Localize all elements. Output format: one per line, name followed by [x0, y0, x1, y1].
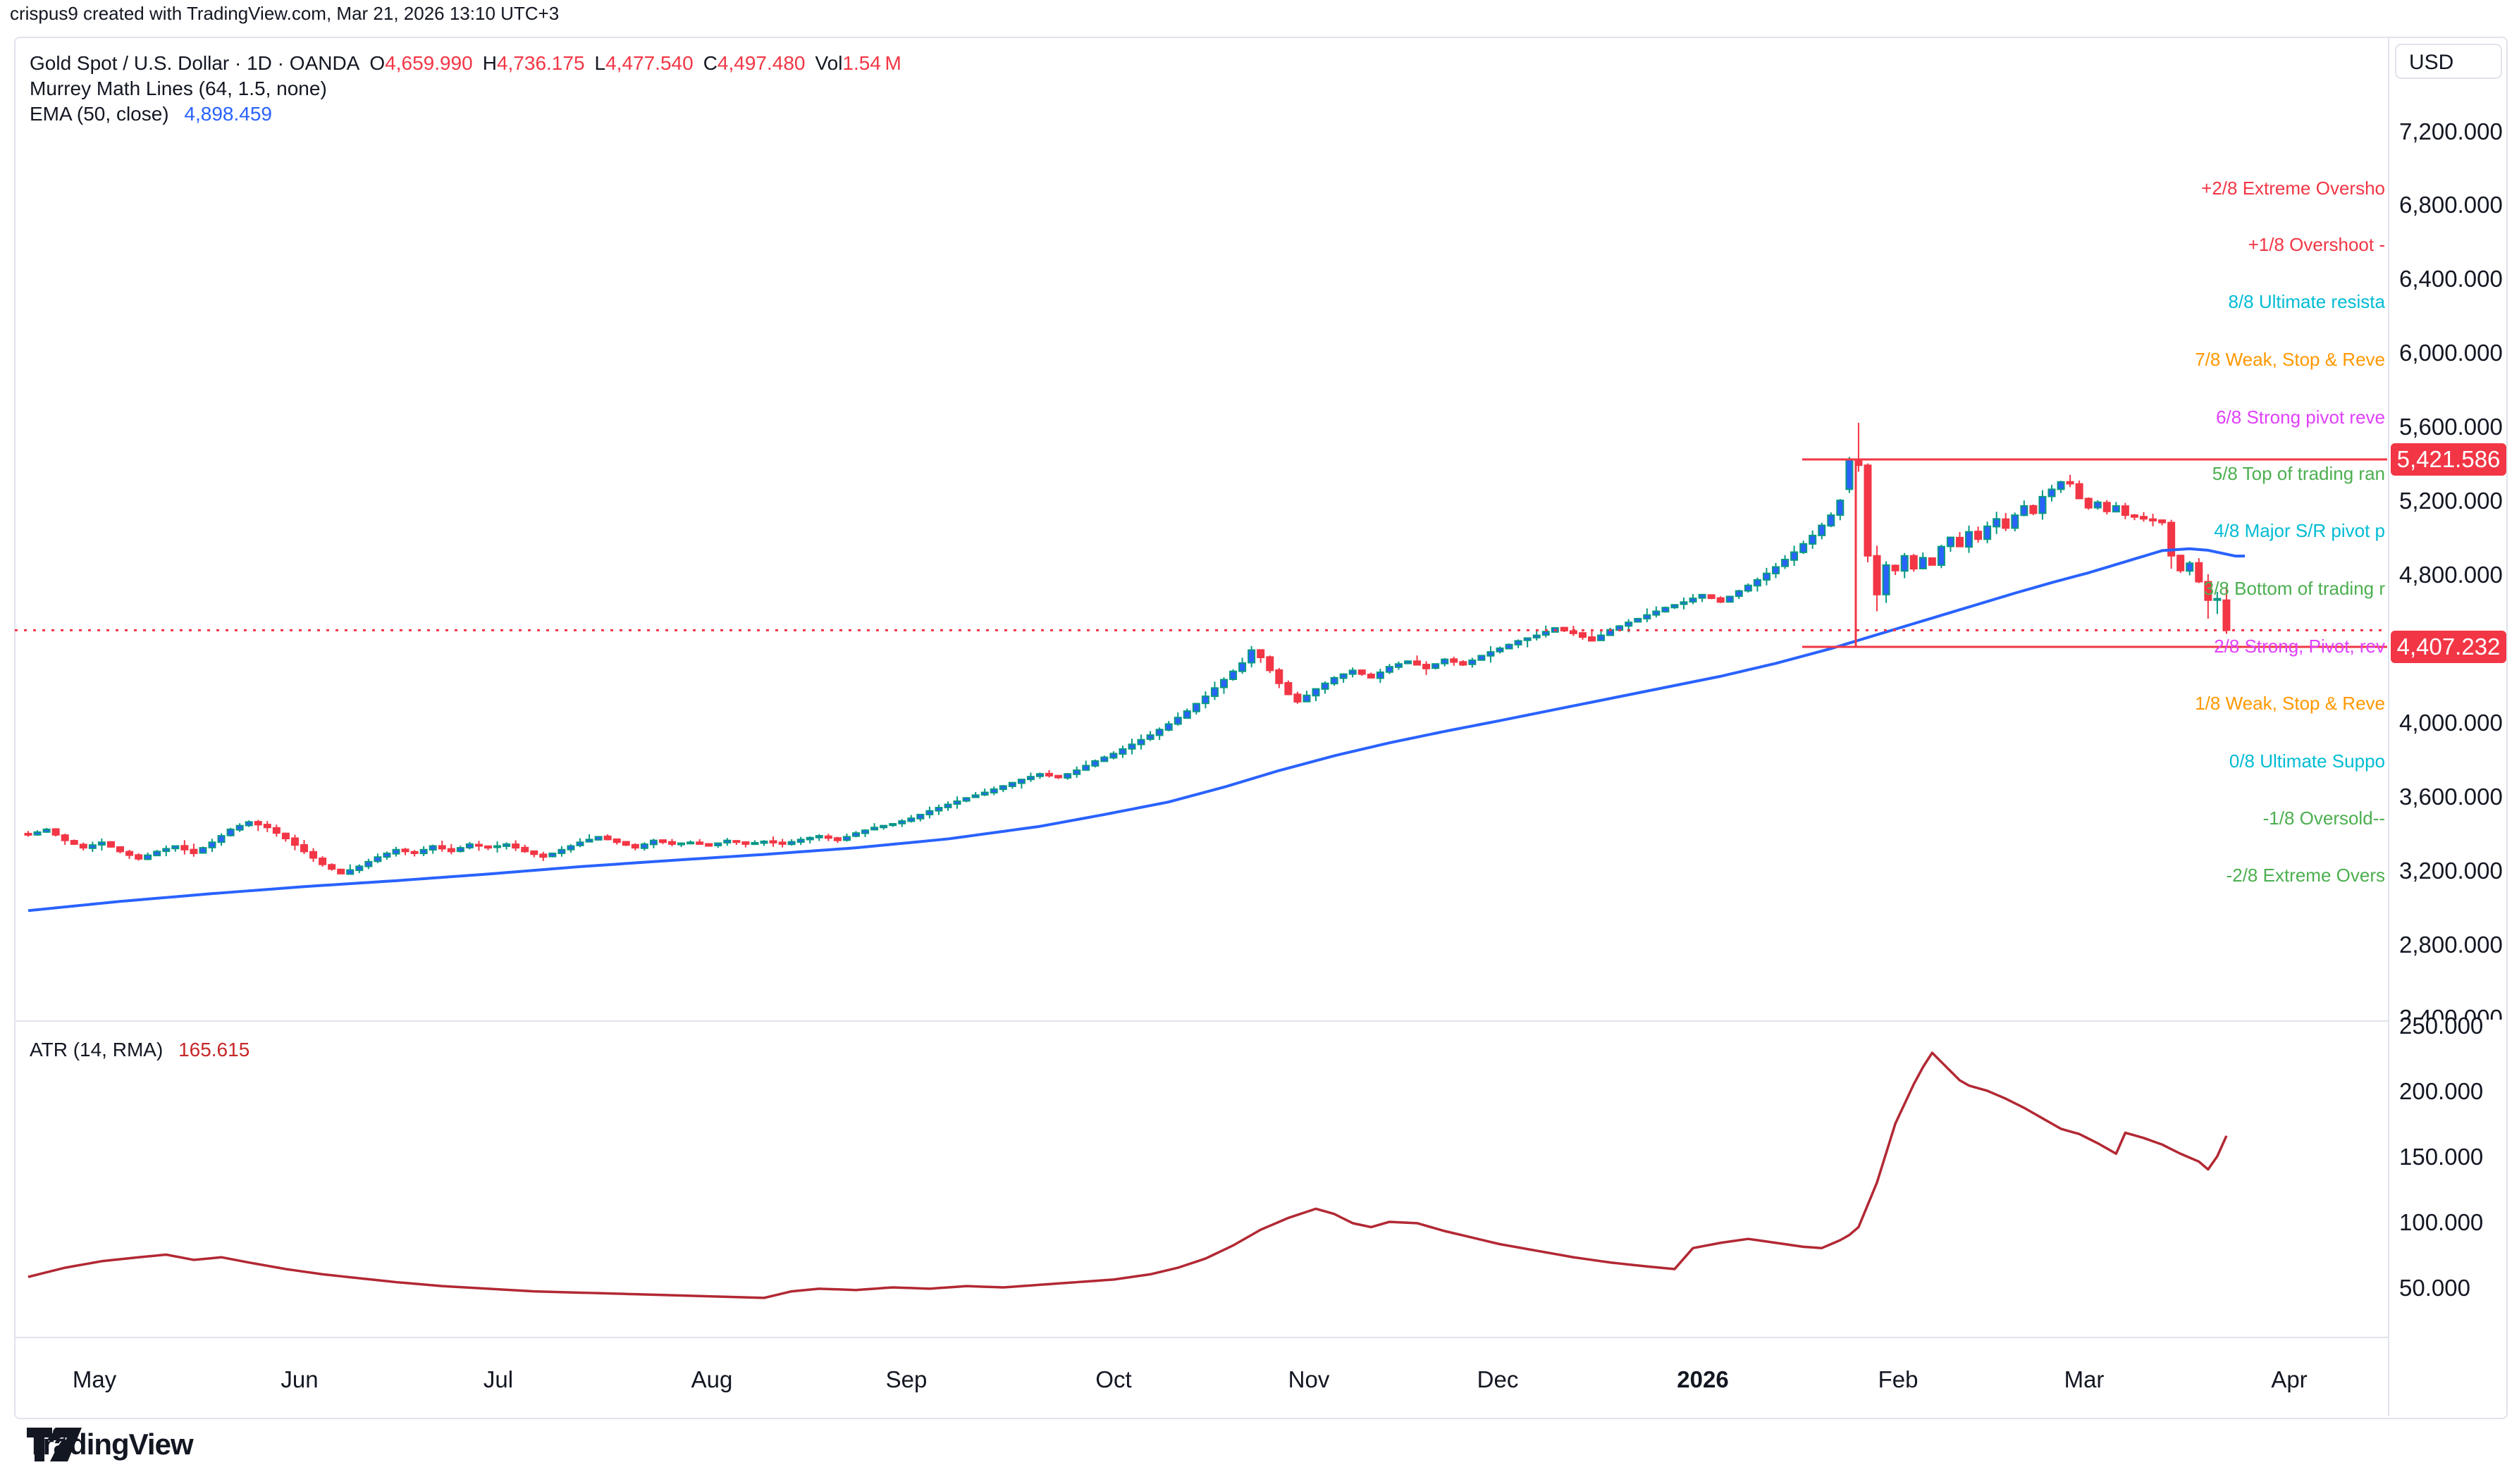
atr-line — [27, 1051, 2228, 1299]
ema-line — [27, 547, 2246, 913]
murrey-label: 7/8 Weak, Stop & Reve — [2195, 349, 2385, 370]
time-tick-jun: Jun — [281, 1366, 319, 1392]
ema-indicator-title: EMA (50, close) — [30, 103, 169, 125]
murrey-label: 8/8 Ultimate resista — [2228, 291, 2385, 312]
price-tick: 2,400.000 — [2399, 1005, 2503, 1020]
atr-tick: 200.000 — [2399, 1077, 2484, 1104]
price-tick: 5,200.000 — [2399, 488, 2503, 514]
price-badge: 4,407.232 — [2391, 631, 2506, 663]
atr-value: 165.615 — [178, 1039, 250, 1061]
time-tick-dec: Dec — [1477, 1366, 1519, 1392]
atr-tick: 250.000 — [2399, 1012, 2484, 1039]
price-tick: 7,200.000 — [2399, 118, 2503, 144]
atr-tick: 150.000 — [2399, 1143, 2484, 1170]
price-axis-separator — [2388, 37, 2389, 1416]
pane-divider-atr-time — [15, 1337, 2388, 1338]
legend-ema-row[interactable]: EMA (50, close) 4,898.459 — [30, 101, 901, 127]
legend: Gold Spot / U.S. Dollar · 1D · OANDA O4,6… — [30, 51, 901, 127]
murrey-label: -2/8 Extreme Overs — [2226, 865, 2385, 886]
murrey-label: 0/8 Ultimate Suppo — [2229, 750, 2385, 772]
murrey-label: 6/8 Strong pivot reve — [2216, 407, 2385, 428]
time-tick-may: May — [72, 1366, 117, 1392]
currency-usd-button[interactable]: USD — [2395, 44, 2502, 79]
murrey-label: 5/8 Top of trading ran — [2212, 463, 2385, 484]
attribution-text: crispus9 created with TradingView.com, M… — [10, 3, 560, 24]
time-tick-oct: Oct — [1095, 1366, 1132, 1392]
time-tick-nov: Nov — [1288, 1366, 1330, 1392]
price-tick: 5,600.000 — [2399, 414, 2503, 440]
tradingview-logo-icon — [27, 1428, 82, 1461]
chart-card — [14, 37, 2508, 1419]
price-tick: 4,800.000 — [2399, 561, 2503, 588]
ohlc-h: H4,736.175 — [482, 52, 585, 74]
murrey-label: +2/8 Extreme Oversho — [2201, 178, 2385, 199]
atr-indicator-pane[interactable] — [15, 1021, 2387, 1336]
legend-murrey-row[interactable]: Murrey Math Lines (64, 1.5, none) — [30, 76, 901, 101]
time-tick-feb: Feb — [1878, 1366, 1918, 1392]
time-tick-aug: Aug — [691, 1366, 733, 1392]
atr-indicator-title: ATR (14, RMA) — [30, 1039, 164, 1061]
time-tick-apr: Apr — [2271, 1366, 2308, 1392]
murrey-label: -1/8 Oversold-- — [2262, 808, 2385, 829]
time-tick-sep: Sep — [885, 1366, 928, 1392]
main-price-pane[interactable] — [15, 37, 2387, 1020]
symbol-title: Gold Spot / U.S. Dollar · 1D · OANDA — [30, 52, 360, 74]
ohlc-l: L4,477.540 — [594, 52, 694, 74]
time-axis[interactable]: May Jun Jul Aug Sep Oct Nov Dec 2026 Feb Mar Apr — [15, 1338, 2388, 1416]
ohlc-values: O4,659.990 H4,736.175 L4,477.540 C4,497.480… — [359, 52, 901, 74]
atr-tick: 100.000 — [2399, 1208, 2484, 1235]
time-tick-2026: 2026 — [1677, 1366, 1729, 1392]
price-badge: 5,421.586 — [2391, 443, 2506, 476]
price-tick: 6,000.000 — [2399, 340, 2503, 366]
legend-atr-row[interactable]: ATR (14, RMA) 165.615 — [30, 1039, 250, 1061]
murrey-label: 3/8 Bottom of trading r — [2203, 578, 2385, 599]
murrey-label: +1/8 Overshoot - — [2248, 234, 2385, 255]
ohlc-c: C4,497.480 — [703, 52, 806, 74]
ema-value: 4,898.459 — [184, 103, 272, 125]
ohlc-o: O4,659.990 — [369, 52, 473, 74]
murrey-label: 4/8 Major S/R pivot p — [2214, 520, 2385, 541]
price-tick: 4,000.000 — [2399, 709, 2503, 736]
legend-symbol-row[interactable]: Gold Spot / U.S. Dollar · 1D · OANDA O4,6… — [30, 51, 901, 76]
price-axis[interactable]: 7,200.000 6,800.000 6,400.000 6,000.000 5,60… — [2389, 37, 2504, 1020]
atr-axis[interactable]: 250.000 200.000 150.000 100.000 50.000 — [2389, 1013, 2504, 1336]
ohlc-vol: Vol1.54 M — [815, 52, 901, 74]
price-tick: 6,800.000 — [2399, 192, 2503, 218]
pane-divider-main-atr[interactable] — [15, 1020, 2388, 1022]
murrey-label: 2/8 Strong, Pivot, rev — [2214, 636, 2385, 657]
price-tick: 6,400.000 — [2399, 266, 2503, 292]
tradingview-logo[interactable]: TradingView — [27, 1428, 194, 1461]
murrey-label: 1/8 Weak, Stop & Reve — [2195, 693, 2385, 714]
time-tick-jul: Jul — [483, 1366, 514, 1392]
murrey-indicator-title: Murrey Math Lines (64, 1.5, none) — [30, 78, 327, 99]
price-tick: 3,200.000 — [2399, 857, 2503, 884]
price-tick: 3,600.000 — [2399, 783, 2503, 810]
atr-tick: 50.000 — [2399, 1275, 2470, 1301]
price-tick: 2,800.000 — [2399, 931, 2503, 958]
time-tick-mar: Mar — [2064, 1366, 2105, 1392]
